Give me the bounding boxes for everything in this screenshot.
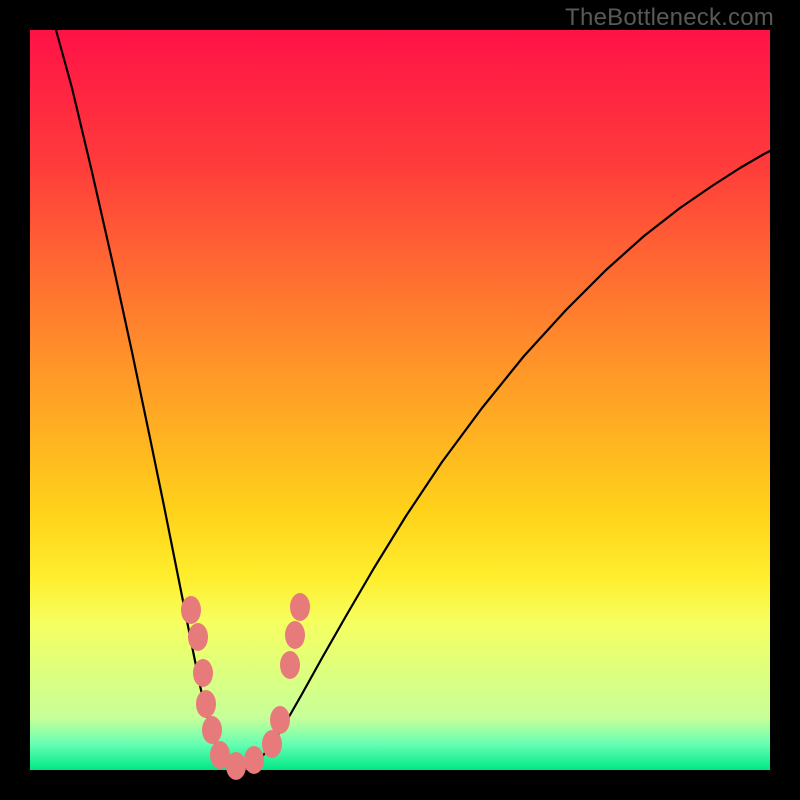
watermark-text: TheBottleneck.com — [565, 4, 774, 32]
chart-stage: TheBottleneck.com — [0, 0, 800, 800]
plot-area — [30, 30, 770, 770]
